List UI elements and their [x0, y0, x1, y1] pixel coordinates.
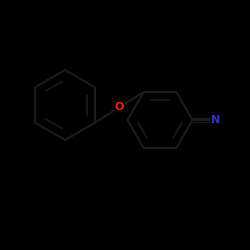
Text: N: N: [211, 115, 220, 125]
Text: O: O: [115, 102, 124, 112]
